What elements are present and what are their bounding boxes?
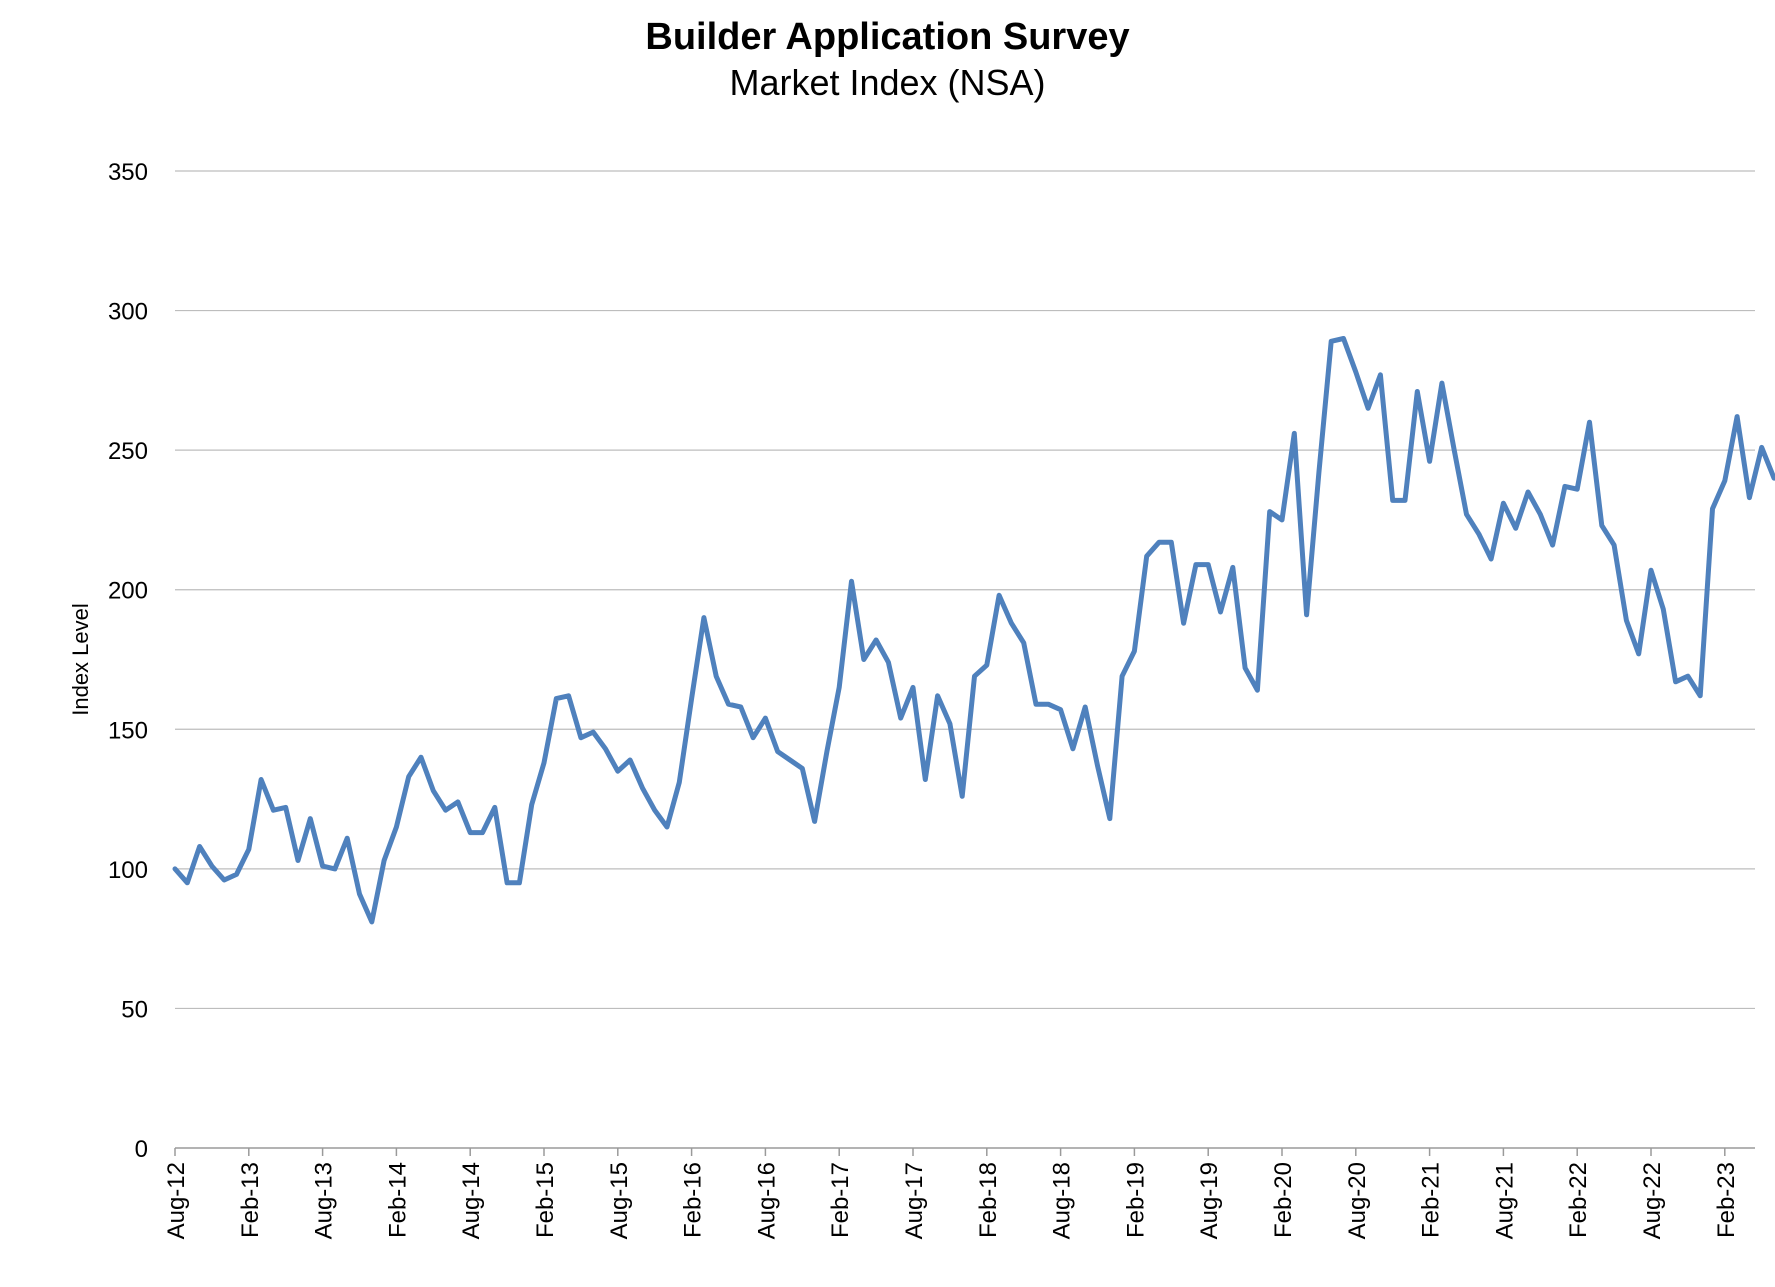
- x-tick-label: Aug-21: [1491, 1162, 1518, 1239]
- y-tick-label: 250: [108, 438, 148, 465]
- gridlines: [175, 170, 1755, 1010]
- x-tick-label: Aug-18: [1049, 1162, 1076, 1239]
- x-tick-label: Aug-20: [1344, 1162, 1371, 1239]
- y-tick-label: 350: [108, 159, 148, 186]
- x-tick-label: Feb-15: [532, 1162, 559, 1238]
- x-tick-label: Feb-22: [1565, 1162, 1592, 1238]
- x-tick-label: Aug-22: [1639, 1162, 1666, 1239]
- x-tick-label: Aug-19: [1196, 1162, 1223, 1239]
- y-tick-label: 150: [108, 717, 148, 744]
- x-tick-label: Feb-13: [237, 1162, 264, 1238]
- x-tick-label: Feb-20: [1270, 1162, 1297, 1238]
- x-tick-label: Feb-14: [384, 1162, 411, 1238]
- x-tick-label: Feb-21: [1418, 1162, 1445, 1238]
- y-axis-label: Index Level: [68, 603, 93, 716]
- x-tick-label: Aug-14: [458, 1162, 485, 1239]
- x-tick-label: Aug-12: [163, 1162, 190, 1239]
- x-tick-label: Aug-13: [311, 1162, 338, 1239]
- x-tick-label: Feb-16: [680, 1162, 707, 1238]
- y-tick-label: 300: [108, 299, 148, 326]
- x-tick-label: Feb-19: [1122, 1162, 1149, 1238]
- x-tick-label: Aug-17: [901, 1162, 928, 1239]
- y-axis-ticks: 0 50 100 150 200 250 300 350: [108, 159, 148, 1163]
- chart-subtitle: Market Index (NSA): [729, 62, 1046, 103]
- series-layer: [172, 336, 1775, 925]
- x-tick-label: Aug-15: [606, 1162, 633, 1239]
- x-tick-label: Feb-23: [1713, 1162, 1740, 1238]
- y-tick-label: 100: [108, 857, 148, 884]
- y-tick-label: 50: [121, 996, 148, 1023]
- x-tick-label: Feb-17: [827, 1162, 854, 1238]
- y-tick-label: 200: [108, 578, 148, 605]
- x-tick-label: Feb-18: [975, 1162, 1002, 1238]
- series-line-0: [172, 336, 1775, 925]
- x-tick-label: Aug-16: [753, 1162, 780, 1239]
- chart-title: Builder Application Survey: [645, 16, 1130, 58]
- x-axis-ticks: Aug-12 Feb-13 Aug-13 Feb-14 Aug-14 Feb-15 Aug-…: [163, 1148, 1740, 1239]
- y-tick-label: 0: [135, 1136, 148, 1163]
